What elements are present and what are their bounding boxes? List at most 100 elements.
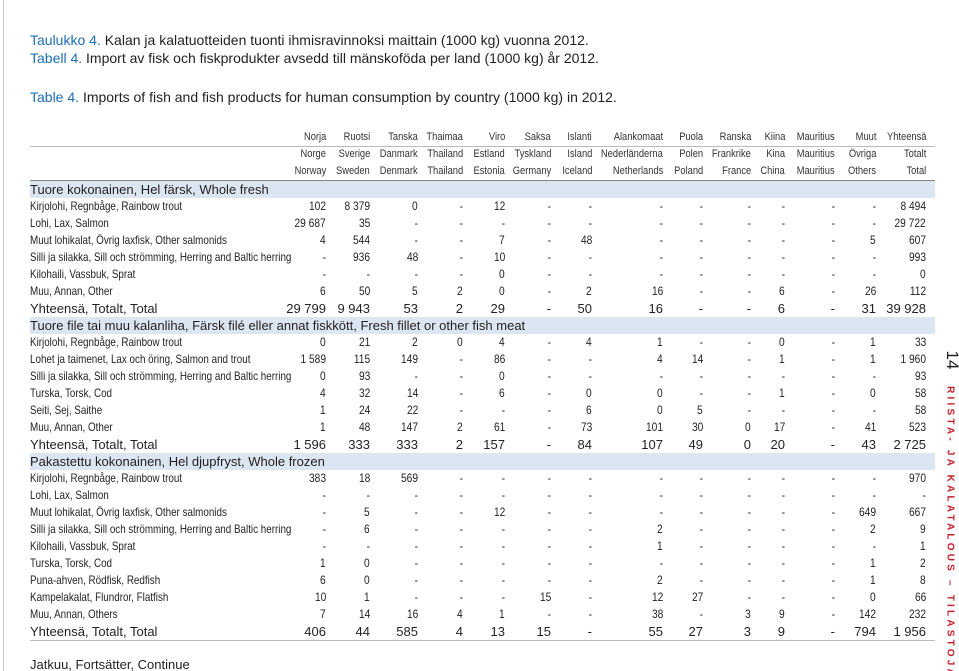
cell: 667 — [908, 505, 926, 519]
cell: 5 — [697, 403, 703, 417]
cell: 4 — [320, 233, 326, 247]
cell: - — [414, 556, 418, 570]
cell: - — [322, 488, 326, 502]
cell: - — [747, 284, 751, 298]
cell: - — [699, 522, 703, 536]
cell: - — [747, 216, 751, 230]
cell: - — [872, 403, 876, 417]
cell: - — [459, 267, 463, 281]
cell: - — [747, 369, 751, 383]
cell: - — [747, 573, 751, 587]
cell: - — [547, 488, 551, 502]
cell: - — [459, 386, 463, 400]
data-row: Muut lohikalat, Övrig laxfisk, Other sal… — [30, 504, 935, 521]
cell: Norge — [300, 148, 326, 160]
cell: 5 — [412, 284, 418, 298]
cell: 9 — [779, 607, 785, 621]
section-row: Tuore kokonainen, Hel färsk, Whole fresh — [30, 181, 935, 198]
cell: - — [459, 505, 463, 519]
row-label: Silli ja silakka, Sill och strömming, He… — [30, 522, 292, 536]
cell: - — [831, 556, 835, 570]
total-row: Yhteensä, Totalt, Total 1 596 333 333 2 157 - 8… — [30, 436, 935, 454]
cell: 7 — [499, 233, 505, 247]
cell: 2 725 — [893, 437, 926, 452]
cell: 9 943 — [337, 301, 370, 316]
data-row: Lohi, Lax, Salmon - - - - - - - - - - - - - - — [30, 487, 935, 504]
cell: - — [414, 267, 418, 281]
cell: - — [588, 352, 592, 366]
cell: Frankrike — [712, 148, 751, 160]
cell: 0 — [586, 386, 592, 400]
cell: - — [747, 233, 751, 247]
cell: Mauritius — [797, 165, 835, 177]
cell: Ruotsi — [343, 131, 370, 143]
cell: - — [459, 590, 463, 604]
cell: 7 — [320, 607, 326, 621]
cell: 544 — [352, 233, 370, 247]
cell: Estland — [473, 148, 505, 160]
cell: - — [414, 573, 418, 587]
cell: 4 — [657, 352, 663, 366]
cell: - — [831, 505, 835, 519]
row-label: Kilohaili, Vassbuk, Sprat — [30, 267, 136, 281]
cell: - — [830, 301, 835, 316]
cell: 232 — [908, 607, 926, 621]
cell: 4 — [457, 607, 463, 621]
cell: - — [547, 352, 551, 366]
data-row: Lohet ja taimenet, Lax och öring, Salmon… — [30, 351, 935, 368]
cell: - — [546, 437, 551, 452]
cell: 33 — [914, 335, 926, 349]
cell: 1 960 — [900, 352, 926, 366]
cell: Mauritius — [797, 148, 835, 160]
cell: Totalt — [903, 148, 926, 160]
row-label: Kirjolohi, Regnbåge, Rainbow trout — [30, 199, 183, 213]
cell: 6 — [320, 573, 326, 587]
cell: - — [414, 369, 418, 383]
cell: - — [699, 573, 703, 587]
data-row: Kirjolohi, Regnbåge, Rainbow trout 383 18 5… — [30, 470, 935, 487]
row-label: Lohi, Lax, Salmon — [30, 216, 109, 230]
cell: - — [588, 522, 592, 536]
cell: 1 — [499, 607, 505, 621]
cell: 0 — [499, 284, 505, 298]
cell: 15 — [536, 624, 551, 639]
cell: - — [781, 539, 785, 553]
cell: - — [781, 488, 785, 502]
cell: - — [781, 505, 785, 519]
cell: - — [588, 573, 592, 587]
cell: - — [872, 471, 876, 485]
cell: - — [322, 267, 326, 281]
cell: 58 — [914, 403, 926, 417]
cell: 102 — [308, 199, 326, 213]
title: Tabell 4. Import av fisk och fiskprodukt… — [30, 50, 599, 66]
row-label: Muu, Annan, Other — [30, 284, 113, 298]
cell: 5 — [364, 505, 370, 519]
cell: 569 — [400, 471, 418, 485]
cell: 21 — [358, 335, 370, 349]
cell: - — [414, 522, 418, 536]
cell: - — [659, 233, 663, 247]
cell: - — [414, 505, 418, 519]
title: Table 4. Imports of fish and fish produc… — [30, 89, 617, 105]
cell: - — [322, 505, 326, 519]
cell: - — [747, 267, 751, 281]
cell: 12 — [651, 590, 663, 604]
cell: 1 — [870, 352, 876, 366]
cell: - — [366, 267, 370, 281]
cell: 43 — [861, 437, 876, 452]
cell: 1 — [657, 539, 663, 553]
cell: - — [831, 335, 835, 349]
cell: Nederländerna — [601, 148, 663, 160]
data-row: Muu, Annan, Other 1 48 147 2 61 - 73 101 30 0 17 - 41… — [30, 419, 935, 436]
cell: - — [459, 522, 463, 536]
cell: Others — [847, 165, 876, 177]
cell: - — [588, 216, 592, 230]
cell: - — [547, 505, 551, 519]
cell: - — [747, 539, 751, 553]
cell: - — [747, 199, 751, 213]
cell: - — [781, 471, 785, 485]
cell: 93 — [358, 369, 370, 383]
cell: - — [659, 488, 663, 502]
cell: 149 — [400, 352, 418, 366]
cell: Thaimaa — [426, 131, 463, 143]
